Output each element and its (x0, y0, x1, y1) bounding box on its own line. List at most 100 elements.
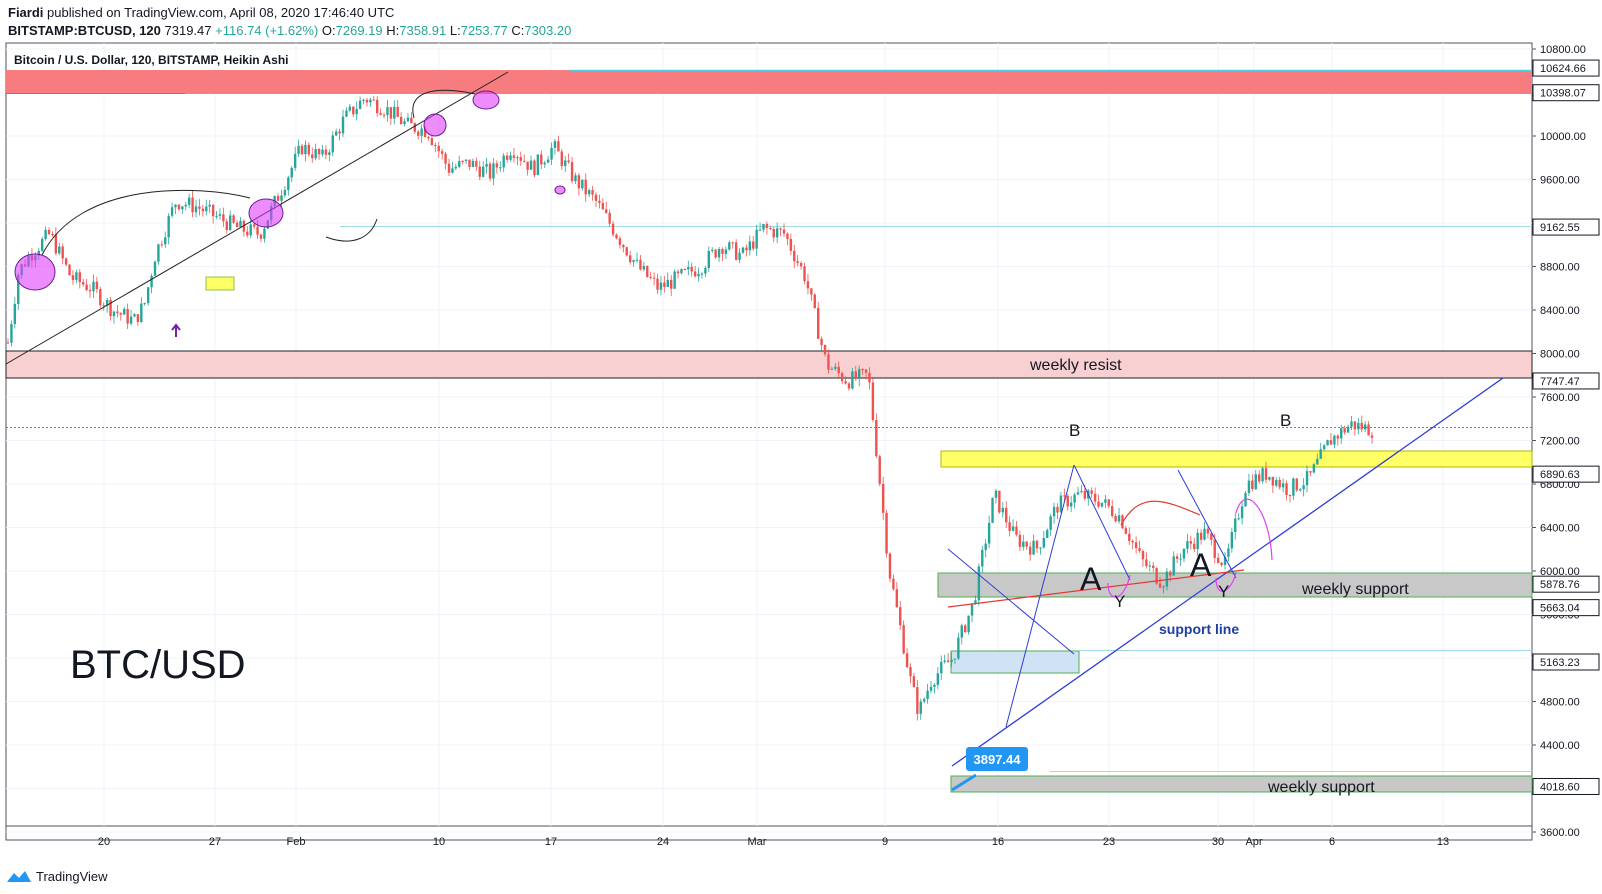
candle-body (222, 214, 225, 222)
candle-body (458, 161, 461, 167)
candle-body (1028, 546, 1032, 555)
x-tick-label: 6 (1329, 836, 1335, 848)
candle-body (362, 99, 365, 101)
candle-body (290, 167, 293, 178)
candle-body (646, 265, 649, 277)
candle-body (834, 366, 837, 369)
candle-body (775, 228, 779, 238)
y-tick-label: 4400.00 (1540, 740, 1580, 752)
candle-body (550, 147, 553, 160)
weekly-support-label-1: weekly support (1301, 581, 1409, 598)
candle-body (728, 242, 731, 250)
candle-body (546, 159, 550, 163)
candle-body (998, 490, 1001, 513)
candle-body (481, 166, 485, 177)
candle-body (140, 303, 143, 322)
open-value: 7269.19 (335, 23, 383, 38)
candle-body (871, 382, 875, 421)
candle-body (252, 224, 256, 227)
close-value: 7303.20 (524, 23, 572, 38)
y-tick-label: 4800.00 (1540, 697, 1580, 709)
candle-body (676, 271, 680, 274)
candle-body (1251, 480, 1254, 490)
candle-body (851, 371, 854, 389)
candle-body (146, 287, 150, 304)
candle-body (608, 212, 611, 224)
candle-body (129, 316, 133, 324)
candle-body (1295, 478, 1298, 491)
candle-body (899, 607, 902, 626)
candle-body (396, 106, 399, 117)
candle-body (591, 190, 594, 195)
candle-body (587, 190, 591, 195)
candle-body (68, 264, 71, 276)
candle-body (170, 207, 174, 216)
candle-body (157, 244, 160, 262)
y-tick-label: 6400.00 (1540, 523, 1580, 535)
candle-body (10, 324, 13, 343)
candle-body (420, 128, 423, 136)
candle-body (885, 512, 888, 554)
candle-body (314, 149, 317, 159)
candle-body (721, 249, 724, 254)
candle-body (471, 160, 475, 167)
x-tick-label: 9 (882, 836, 888, 848)
footer-brand[interactable]: TradingView (6, 868, 108, 884)
candle-body (594, 194, 598, 201)
candle-body (560, 151, 564, 167)
candle-body (1093, 493, 1097, 502)
candle-body (1257, 474, 1261, 482)
candle-body (232, 215, 235, 223)
candle-body (639, 259, 642, 270)
candle-body (769, 227, 772, 230)
candle-body (399, 116, 403, 125)
close-label: C: (511, 23, 525, 38)
publish-info: Fiardi published on TradingView.com, Apr… (8, 5, 394, 20)
candle-body (276, 196, 280, 201)
candle-body (1001, 507, 1004, 513)
low-label: L: (449, 23, 461, 38)
candle-body (680, 269, 683, 274)
candle-body (615, 234, 618, 239)
curved-arrow-1 (41, 189, 251, 256)
candle-body (239, 220, 242, 228)
candle-body (311, 154, 314, 159)
candle-body (1172, 556, 1175, 576)
candle-body (933, 684, 936, 687)
x-tick-label: 23 (1103, 836, 1115, 848)
pink-arrow-2 (1215, 571, 1237, 592)
candle-body (331, 135, 334, 153)
candle-body (71, 275, 75, 280)
candle-body (194, 206, 198, 213)
high-label: H: (386, 23, 400, 38)
candle-body (379, 113, 382, 115)
open-label: O: (321, 23, 336, 38)
symbol[interactable]: BITSTAMP:BTCUSD, 120 (8, 23, 161, 38)
candle-body (1305, 471, 1309, 486)
candle-body (85, 284, 88, 291)
candle-body (687, 266, 690, 270)
x-tick-label: 30 (1212, 836, 1224, 848)
wave-y-label-1: Y (1114, 592, 1125, 611)
price-label-text: 7747.47 (1540, 376, 1580, 388)
candle-body (1336, 435, 1340, 439)
author[interactable]: Fiardi (8, 5, 44, 20)
candle-body (78, 272, 81, 283)
y-tick-label: 6000.00 (1540, 566, 1580, 578)
time-axis: 20 27 Feb 10 17 24 Mar 9 16 23 30 Apr 6 13 (98, 836, 1449, 848)
candle-body (1008, 522, 1011, 531)
candle-body (235, 222, 239, 228)
candle-body (1056, 506, 1059, 513)
candle-body (820, 338, 823, 346)
candle-body (187, 197, 191, 205)
candle-body (105, 299, 109, 306)
candle-body (126, 308, 129, 324)
candle-body (1237, 518, 1240, 520)
candle-body (1292, 478, 1295, 496)
candle-body (437, 145, 440, 152)
plot-frame (5, 42, 1533, 841)
y-tick-label: 8000.00 (1540, 349, 1580, 361)
candle-body (745, 247, 748, 251)
blue-line-1 (947, 548, 1075, 655)
candle-body (102, 305, 105, 307)
